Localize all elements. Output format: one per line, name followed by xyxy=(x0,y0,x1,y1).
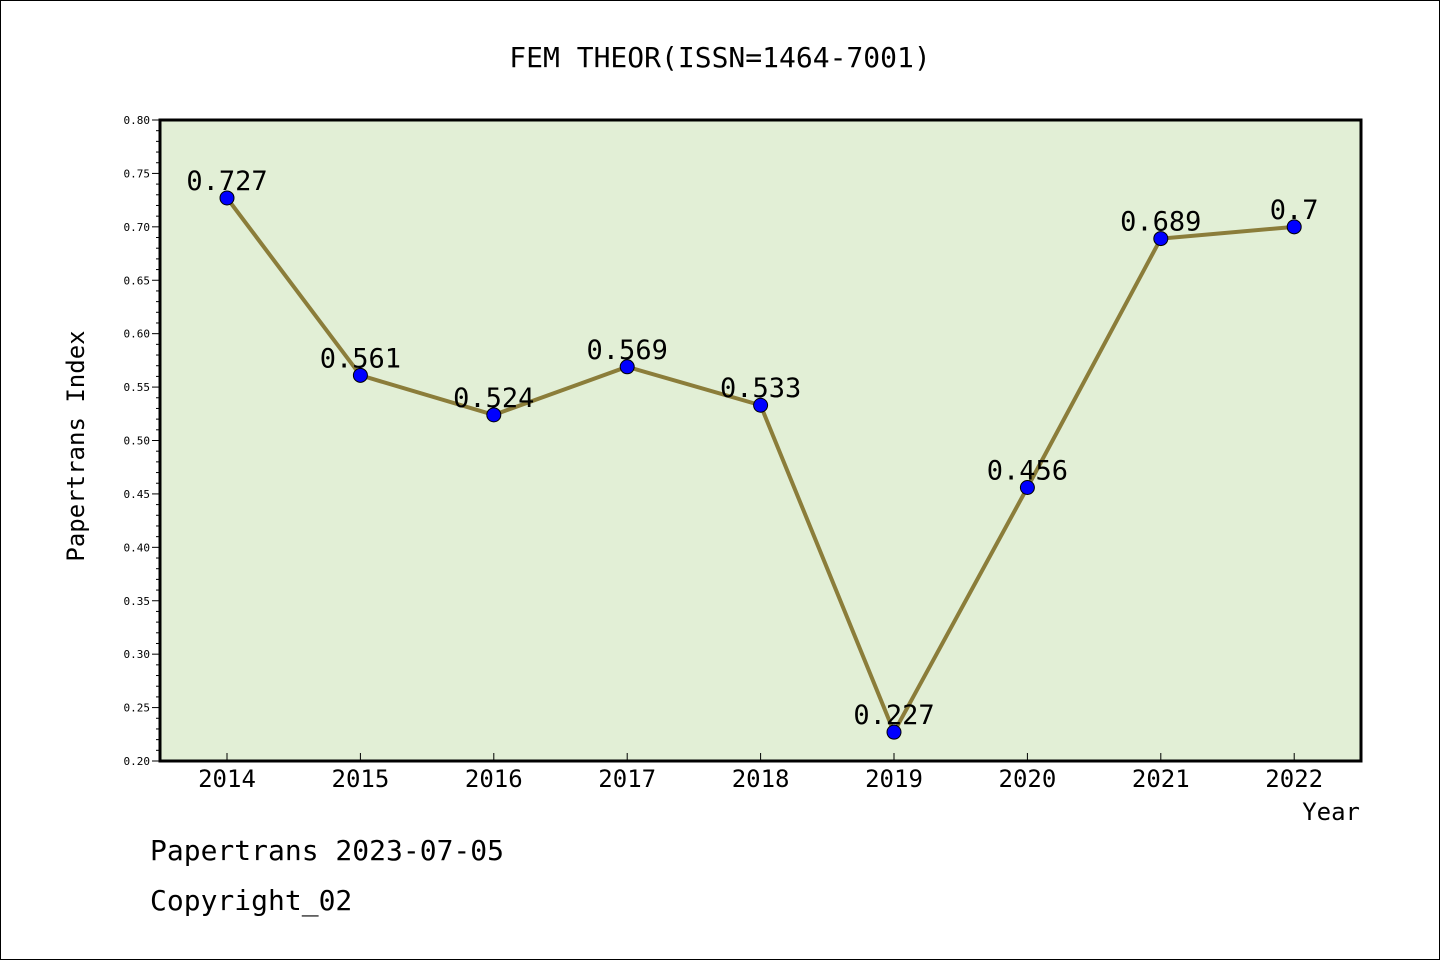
data-label: 0.689 xyxy=(1120,207,1201,238)
data-point xyxy=(486,407,502,423)
series-markers xyxy=(219,190,1302,740)
data-label: 0.727 xyxy=(186,166,267,197)
y-tick-label: 0.25 xyxy=(124,702,151,715)
data-point xyxy=(1153,231,1169,247)
y-tick-label: 0.70 xyxy=(124,221,151,234)
y-tick-label: 0.75 xyxy=(124,167,151,180)
data-point xyxy=(886,724,902,740)
y-tick-label: 0.40 xyxy=(124,541,151,554)
data-label: 0.533 xyxy=(720,373,801,404)
data-label: 0.569 xyxy=(587,335,668,366)
y-tick-label: 0.55 xyxy=(124,381,151,394)
y-tick-label: 0.80 xyxy=(124,114,151,127)
y-tick-label: 0.60 xyxy=(124,328,151,341)
chart-title: FEM THEOR(ISSN=1464-7001) xyxy=(509,41,930,74)
x-tick-label: 2015 xyxy=(332,765,390,793)
data-point xyxy=(753,397,769,413)
y-tick-label: 0.65 xyxy=(124,274,151,287)
x-axis-label: Year xyxy=(1302,798,1360,826)
x-tick-label: 2016 xyxy=(465,765,523,793)
y-tick-label: 0.50 xyxy=(124,435,151,448)
data-point xyxy=(219,190,235,206)
x-tick-label: 2019 xyxy=(865,765,923,793)
y-tick-label: 0.30 xyxy=(124,648,151,661)
x-axis: 2014 2015 2016 2017 2018 2019 2020 2021 2022 xyxy=(198,753,1323,793)
x-tick-label: 2022 xyxy=(1265,765,1323,793)
footer-copyright: Copyright_02 xyxy=(150,884,353,917)
x-tick-label: 2017 xyxy=(598,765,656,793)
data-point xyxy=(352,367,368,383)
data-point xyxy=(1286,219,1302,235)
data-label: 0.7 xyxy=(1270,195,1319,226)
data-label: 0.561 xyxy=(320,343,401,374)
x-tick-label: 2018 xyxy=(732,765,790,793)
y-axis-label: Papertrans Index xyxy=(62,330,90,561)
data-point xyxy=(619,359,635,375)
y-tick-label: 0.45 xyxy=(124,488,151,501)
data-labels: 0.727 0.561 0.524 0.569 0.533 0.227 0.456 0.689… xyxy=(186,166,1318,731)
x-tick-label: 2020 xyxy=(999,765,1057,793)
y-tick-label: 0.20 xyxy=(124,755,151,768)
y-tick-label: 0.35 xyxy=(124,595,151,608)
plot-area xyxy=(158,118,1363,763)
footer-source: Papertrans 2023-07-05 xyxy=(150,834,505,867)
data-label: 0.456 xyxy=(987,456,1068,487)
data-point xyxy=(1019,480,1035,496)
x-tick-label: 2021 xyxy=(1132,765,1190,793)
x-tick-label: 2014 xyxy=(198,765,256,793)
y-axis: 0.20 0.25 0.30 0.35 0.40 0.45 0.50 0.55 0.60 0.65… xyxy=(124,114,160,768)
data-label: 0.524 xyxy=(453,383,534,414)
data-label: 0.227 xyxy=(853,700,934,731)
